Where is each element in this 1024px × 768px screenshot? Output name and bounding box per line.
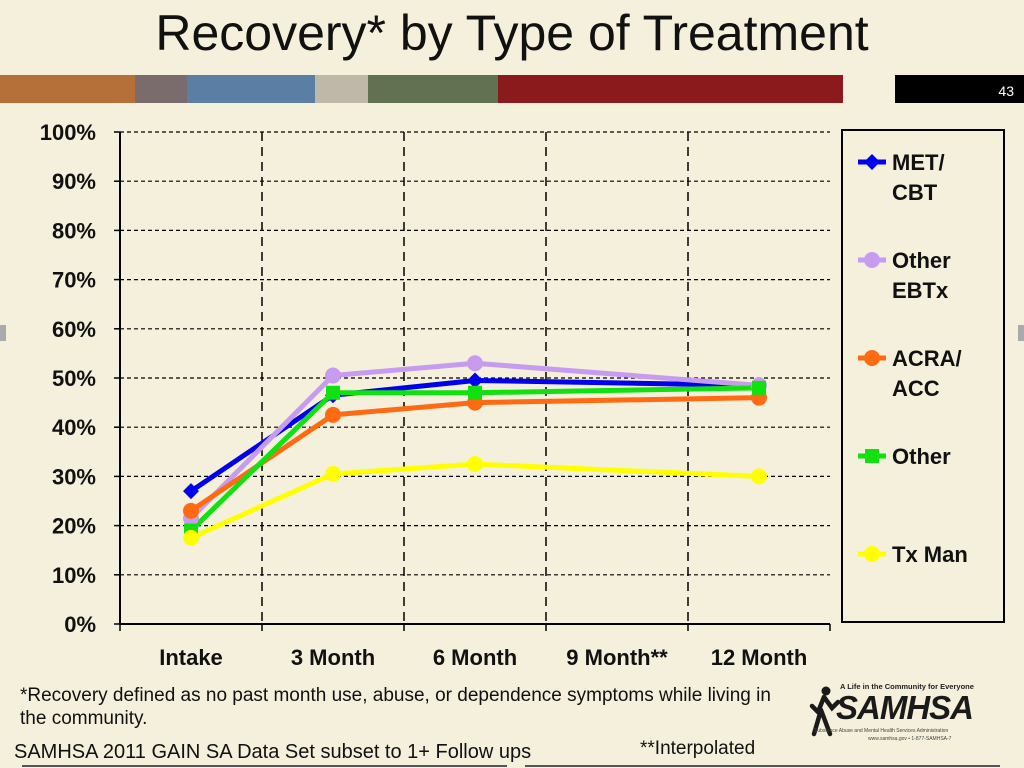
legend-label: Other [892, 444, 951, 469]
series-line [189, 360, 760, 520]
band-segment [315, 75, 368, 103]
band-segment [843, 75, 895, 103]
x-tick-label: 12 Month [711, 645, 808, 670]
y-tick-label: 0% [64, 612, 96, 637]
data-source: SAMHSA 2011 GAIN SA Data Set subset to 1… [14, 741, 532, 763]
legend-box [841, 129, 1005, 623]
y-tick-label: 50% [52, 366, 96, 391]
data-point [467, 456, 483, 473]
band-segment [187, 75, 315, 103]
side-marker-right [1018, 325, 1024, 341]
logo-subtitle: Substance Abuse and Mental Health Servic… [814, 728, 949, 734]
x-tick-label: 6 Month [433, 645, 517, 670]
x-tick-label: 3 Month [291, 645, 375, 670]
data-point [752, 380, 766, 395]
legend-swatch-marker [864, 252, 880, 268]
samhsa-logo: A Life in the Community for Everyone SAM… [808, 680, 974, 746]
data-point [183, 483, 199, 500]
y-tick-label: 70% [52, 268, 96, 293]
series-line [189, 385, 760, 533]
legend-swatch-marker [865, 449, 879, 463]
person-figure-icon [809, 686, 840, 737]
legend-label: CBT [892, 180, 938, 205]
slide-title: Recovery* by Type of Treatment [155, 5, 869, 61]
series-line [189, 461, 760, 541]
bottom-rule-right [525, 765, 1000, 767]
recovery-footnote: *Recovery defined as no past month use, … [20, 685, 771, 730]
y-tick-label: 40% [52, 415, 96, 440]
y-tick-label: 80% [52, 218, 96, 243]
legend-label: Tx Man [892, 542, 968, 567]
y-tick-label: 90% [52, 169, 96, 194]
legend-label: Other [892, 248, 951, 273]
band-segment [0, 75, 135, 103]
data-point [183, 502, 199, 519]
data-point [325, 465, 341, 482]
y-tick-label: 30% [52, 464, 96, 489]
x-tick-label: Intake [159, 645, 223, 670]
interpolated-note: **Interpolated [640, 738, 756, 759]
x-tick-label: 9 Month** [566, 645, 668, 670]
y-tick-label: 20% [52, 514, 96, 539]
legend-swatch-marker [864, 546, 880, 562]
legend-label: EBTx [892, 278, 949, 303]
data-point [467, 355, 483, 372]
y-tick-label: 60% [52, 317, 96, 342]
y-tick-label: 100% [40, 120, 96, 145]
legend-label: ACC [892, 376, 940, 401]
data-point [326, 385, 340, 400]
legend-swatch-marker [864, 350, 880, 366]
band-segment [135, 75, 187, 103]
data-point [325, 406, 341, 423]
legend-label: ACRA/ [892, 346, 962, 371]
data-point [468, 385, 482, 400]
side-marker-left [0, 325, 6, 341]
data-point [467, 372, 483, 389]
bottom-rule-left [22, 765, 507, 767]
logo-tagline: A Life in the Community for Everyone [840, 682, 974, 691]
data-point [183, 529, 199, 546]
band-segment [895, 75, 1024, 103]
data-point [325, 367, 341, 384]
legend-swatch-marker [864, 154, 880, 170]
color-band [0, 75, 1024, 103]
band-segment [368, 75, 498, 103]
y-tick-label: 10% [52, 563, 96, 588]
slide-number: 43 [998, 83, 1014, 99]
line-chart: 0% 10% 20% 30% 40% 50% 60% 70% 80% 90% 100% Intake 3… [40, 120, 1005, 670]
logo-url: www.samhsa.gov • 1-877-SAMHSA-7 [868, 736, 952, 742]
series-line [189, 377, 760, 494]
legend-label: MET/ [892, 150, 945, 175]
band-segment [498, 75, 843, 103]
data-point [751, 468, 767, 485]
logo-wordmark: SAMHSA [836, 689, 974, 726]
